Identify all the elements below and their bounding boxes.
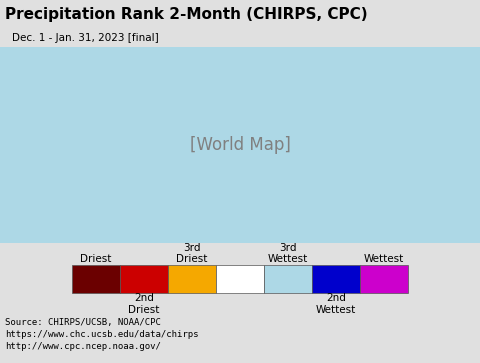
Text: 2nd
Driest: 2nd Driest (128, 293, 160, 315)
Text: 3rd
Wettest: 3rd Wettest (268, 242, 308, 264)
Text: Precipitation Rank 2-Month (CHIRPS, CPC): Precipitation Rank 2-Month (CHIRPS, CPC) (5, 7, 367, 22)
Text: Wettest: Wettest (364, 254, 404, 264)
FancyBboxPatch shape (312, 265, 360, 293)
Text: 2nd
Wettest: 2nd Wettest (316, 293, 356, 315)
Text: 3rd
Driest: 3rd Driest (176, 242, 208, 264)
FancyBboxPatch shape (72, 265, 120, 293)
FancyBboxPatch shape (168, 265, 216, 293)
FancyBboxPatch shape (120, 265, 168, 293)
FancyBboxPatch shape (216, 265, 264, 293)
FancyBboxPatch shape (264, 265, 312, 293)
Text: Source: CHIRPS/UCSB, NOAA/CPC
https://www.chc.ucsb.edu/data/chirps
http://www.cp: Source: CHIRPS/UCSB, NOAA/CPC https://ww… (5, 318, 198, 351)
Text: Driest: Driest (80, 254, 112, 264)
Text: [World Map]: [World Map] (190, 136, 290, 154)
FancyBboxPatch shape (360, 265, 408, 293)
Text: Dec. 1 - Jan. 31, 2023 [final]: Dec. 1 - Jan. 31, 2023 [final] (12, 33, 159, 43)
